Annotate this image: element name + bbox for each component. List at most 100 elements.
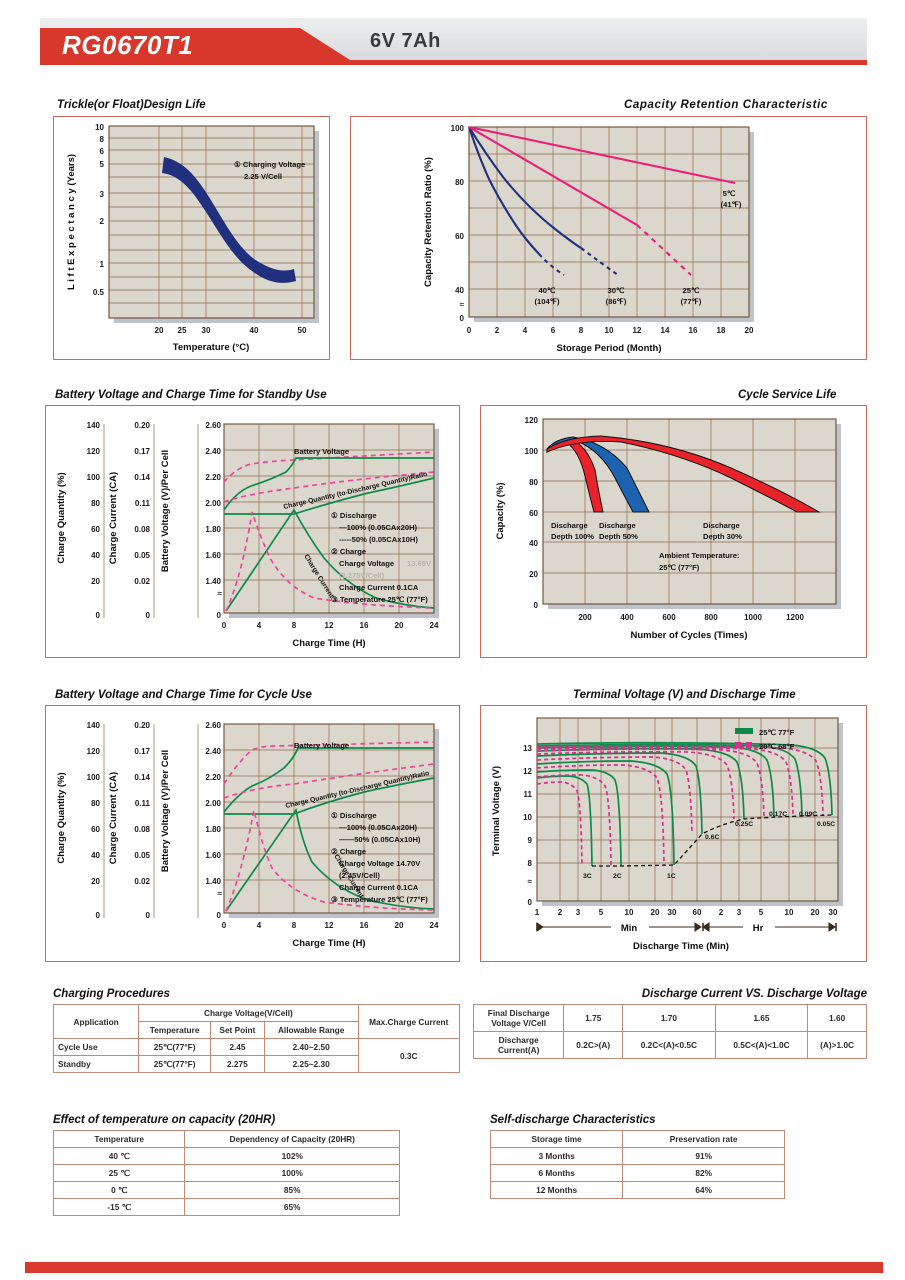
curve-cc-50-cycle (225, 809, 435, 912)
svg-text:120: 120 (87, 747, 101, 756)
svg-text:11: 11 (524, 790, 533, 799)
standby-y-axis2-label: Charge Current (CA) (108, 472, 119, 564)
svg-text:0.14: 0.14 (134, 473, 150, 482)
cell-rate-12m: 64% (622, 1181, 785, 1199)
svg-text:③ Temperature 25℃ (77°F): ③ Temperature 25℃ (77°F) (331, 895, 428, 904)
table-header-row: Temperature Dependency of Capacity (20HR… (52, 1130, 400, 1148)
standby-x-axis-label: Charge Time (H) (292, 638, 365, 649)
cycle-service-band-labels: Discharge Depth 100% Discharge Depth 50%… (551, 521, 742, 572)
curve-40c-dashed (538, 253, 565, 276)
svg-text:0: 0 (217, 911, 222, 920)
svg-text:2.20: 2.20 (205, 773, 221, 782)
cell-temp-minus15: -15 ℃ (52, 1198, 186, 1216)
svg-text:0: 0 (146, 911, 151, 920)
svg-text:50: 50 (298, 326, 307, 335)
svg-text:0.5: 0.5 (93, 288, 105, 297)
charging-procedures-section: Charging Procedures Application Charge V… (52, 988, 460, 1073)
charging-procedures-table: Application Charge Voltage(V/Cell) Max.C… (52, 1004, 460, 1073)
discharge-current-table: Final Discharge Voltage V/Cell 1.75 1.70… (472, 1004, 867, 1059)
discharge-current-title: Discharge Current VS. Discharge Voltage (641, 988, 867, 1000)
svg-text:25℃ 77°F: 25℃ 77°F (759, 728, 795, 737)
capacity-retention-title: Capacity Retention Characteristic (624, 99, 828, 111)
svg-text:120: 120 (87, 447, 101, 456)
curve-25c (468, 126, 638, 226)
self-discharge-table: Storage time Preservation rate 3 Months … (489, 1130, 785, 1199)
header-red-underline (40, 60, 867, 65)
cell-voltage-2: 1.70 (622, 1004, 716, 1032)
th-fdv-line1: Final Discharge (487, 1008, 550, 1018)
svg-text:1.80: 1.80 (205, 825, 221, 834)
legend-swatch-25c (735, 728, 753, 734)
standby-use-panel: 140 120 100 80 60 40 20 0 0.20 0.17 0.14 0.11 0.… (45, 405, 460, 658)
table-row: 6 Months 82% (489, 1164, 785, 1182)
svg-text:30: 30 (668, 908, 677, 917)
table-row: Final Discharge Voltage V/Cell 1.75 1.70… (472, 1004, 867, 1032)
svg-text:0: 0 (534, 601, 539, 610)
svg-text:2.60: 2.60 (205, 721, 221, 730)
svg-text:Charge Voltage 14.70V: Charge Voltage 14.70V (339, 859, 421, 868)
svg-text:60: 60 (529, 509, 538, 518)
standby-inline-battery-voltage: Battery Voltage (294, 447, 349, 456)
svg-text:≈: ≈ (460, 300, 465, 309)
th-temperature: Temperature (138, 1021, 211, 1039)
cell-application-cycle: Cycle Use (52, 1038, 140, 1056)
svg-text:Discharge: Discharge (599, 521, 636, 530)
svg-text:12: 12 (523, 767, 532, 776)
svg-text:2: 2 (100, 217, 105, 226)
svg-text:40: 40 (455, 286, 464, 295)
svg-text:0: 0 (217, 611, 222, 620)
svg-text:——50% (0.05CAx10H): ——50% (0.05CAx10H) (339, 835, 421, 844)
svg-text:9: 9 (528, 836, 533, 845)
svg-text:2.25 V/Cell: 2.25 V/Cell (244, 172, 282, 181)
curve-charge-current-100 (225, 508, 435, 612)
header-red-banner (40, 28, 350, 60)
svg-text:0: 0 (467, 326, 472, 335)
svg-text:0: 0 (96, 611, 101, 620)
svg-text:8: 8 (528, 859, 533, 868)
svg-text:14: 14 (661, 326, 670, 335)
svg-text:40℃: 40℃ (539, 286, 556, 295)
table-row: 3 Months 91% (489, 1147, 785, 1165)
table-header-row: Storage time Preservation rate (489, 1130, 785, 1148)
cell-storage-12m: 12 Months (489, 1181, 624, 1199)
svg-text:2C: 2C (613, 873, 622, 880)
svg-text:120: 120 (525, 416, 539, 425)
table-header-row: Application Charge Voltage(V/Cell) Max.C… (52, 1004, 460, 1039)
svg-text:Depth 50%: Depth 50% (599, 532, 638, 541)
svg-text:0.11: 0.11 (135, 499, 151, 508)
svg-text:10: 10 (95, 123, 104, 132)
svg-text:40: 40 (91, 551, 100, 560)
curve-40c (468, 126, 540, 255)
cell-temp-0: 0 ℃ (52, 1181, 186, 1199)
retention-curve-labels: 40℃ (104℉) 30℃ (86℉) 25℃ (77℉) 5℃ (41℉) (535, 189, 742, 306)
band-discharge-depth-30 (546, 435, 821, 513)
svg-text:0.08: 0.08 (134, 825, 150, 834)
svg-text:8: 8 (292, 921, 297, 930)
svg-text:—100% (0.05CAx20H): —100% (0.05CAx20H) (339, 523, 418, 532)
svg-text:140: 140 (87, 421, 101, 430)
svg-text:60: 60 (91, 825, 100, 834)
curve-charge-quantity-50 (223, 471, 435, 503)
svg-text:≈: ≈ (218, 589, 223, 598)
table-row: 40 ℃ 102% (52, 1147, 400, 1165)
legend-swatch-20c-a (735, 742, 741, 748)
svg-text:③ Temperature 25℃ (77°F): ③ Temperature 25℃ (77°F) (331, 595, 428, 604)
svg-text:0.11: 0.11 (135, 799, 151, 808)
capacity-retention-chart: 100 80 60 40 0 ≈ 0 2 4 6 8 10 12 14 16 18 20 St… (423, 124, 754, 354)
svg-text:800: 800 (704, 613, 718, 622)
svg-text:0: 0 (528, 898, 533, 907)
svg-text:3C: 3C (583, 873, 592, 880)
terminal-curves-20c (536, 744, 824, 867)
cell-current-2: 0.2C<(A)<0.5C (622, 1031, 716, 1059)
cycleuse-y-axis3-label: Battery Voltage (V)/Per Cell (160, 750, 171, 872)
svg-text:18: 18 (717, 326, 726, 335)
svg-text:2.60: 2.60 (205, 421, 221, 430)
svg-text:40: 40 (250, 326, 259, 335)
cell-max-current: 0.3C (357, 1038, 460, 1073)
cell-current-4: (A)>1.0C (807, 1031, 867, 1059)
svg-text:-----50% (0.05CAx10H): -----50% (0.05CAx10H) (339, 535, 418, 544)
table-row: 25 ℃ 100% (52, 1164, 400, 1182)
retention-x-axis-label: Storage Period (Month) (556, 343, 661, 354)
svg-text:24: 24 (430, 921, 439, 930)
svg-text:1C: 1C (667, 873, 676, 880)
